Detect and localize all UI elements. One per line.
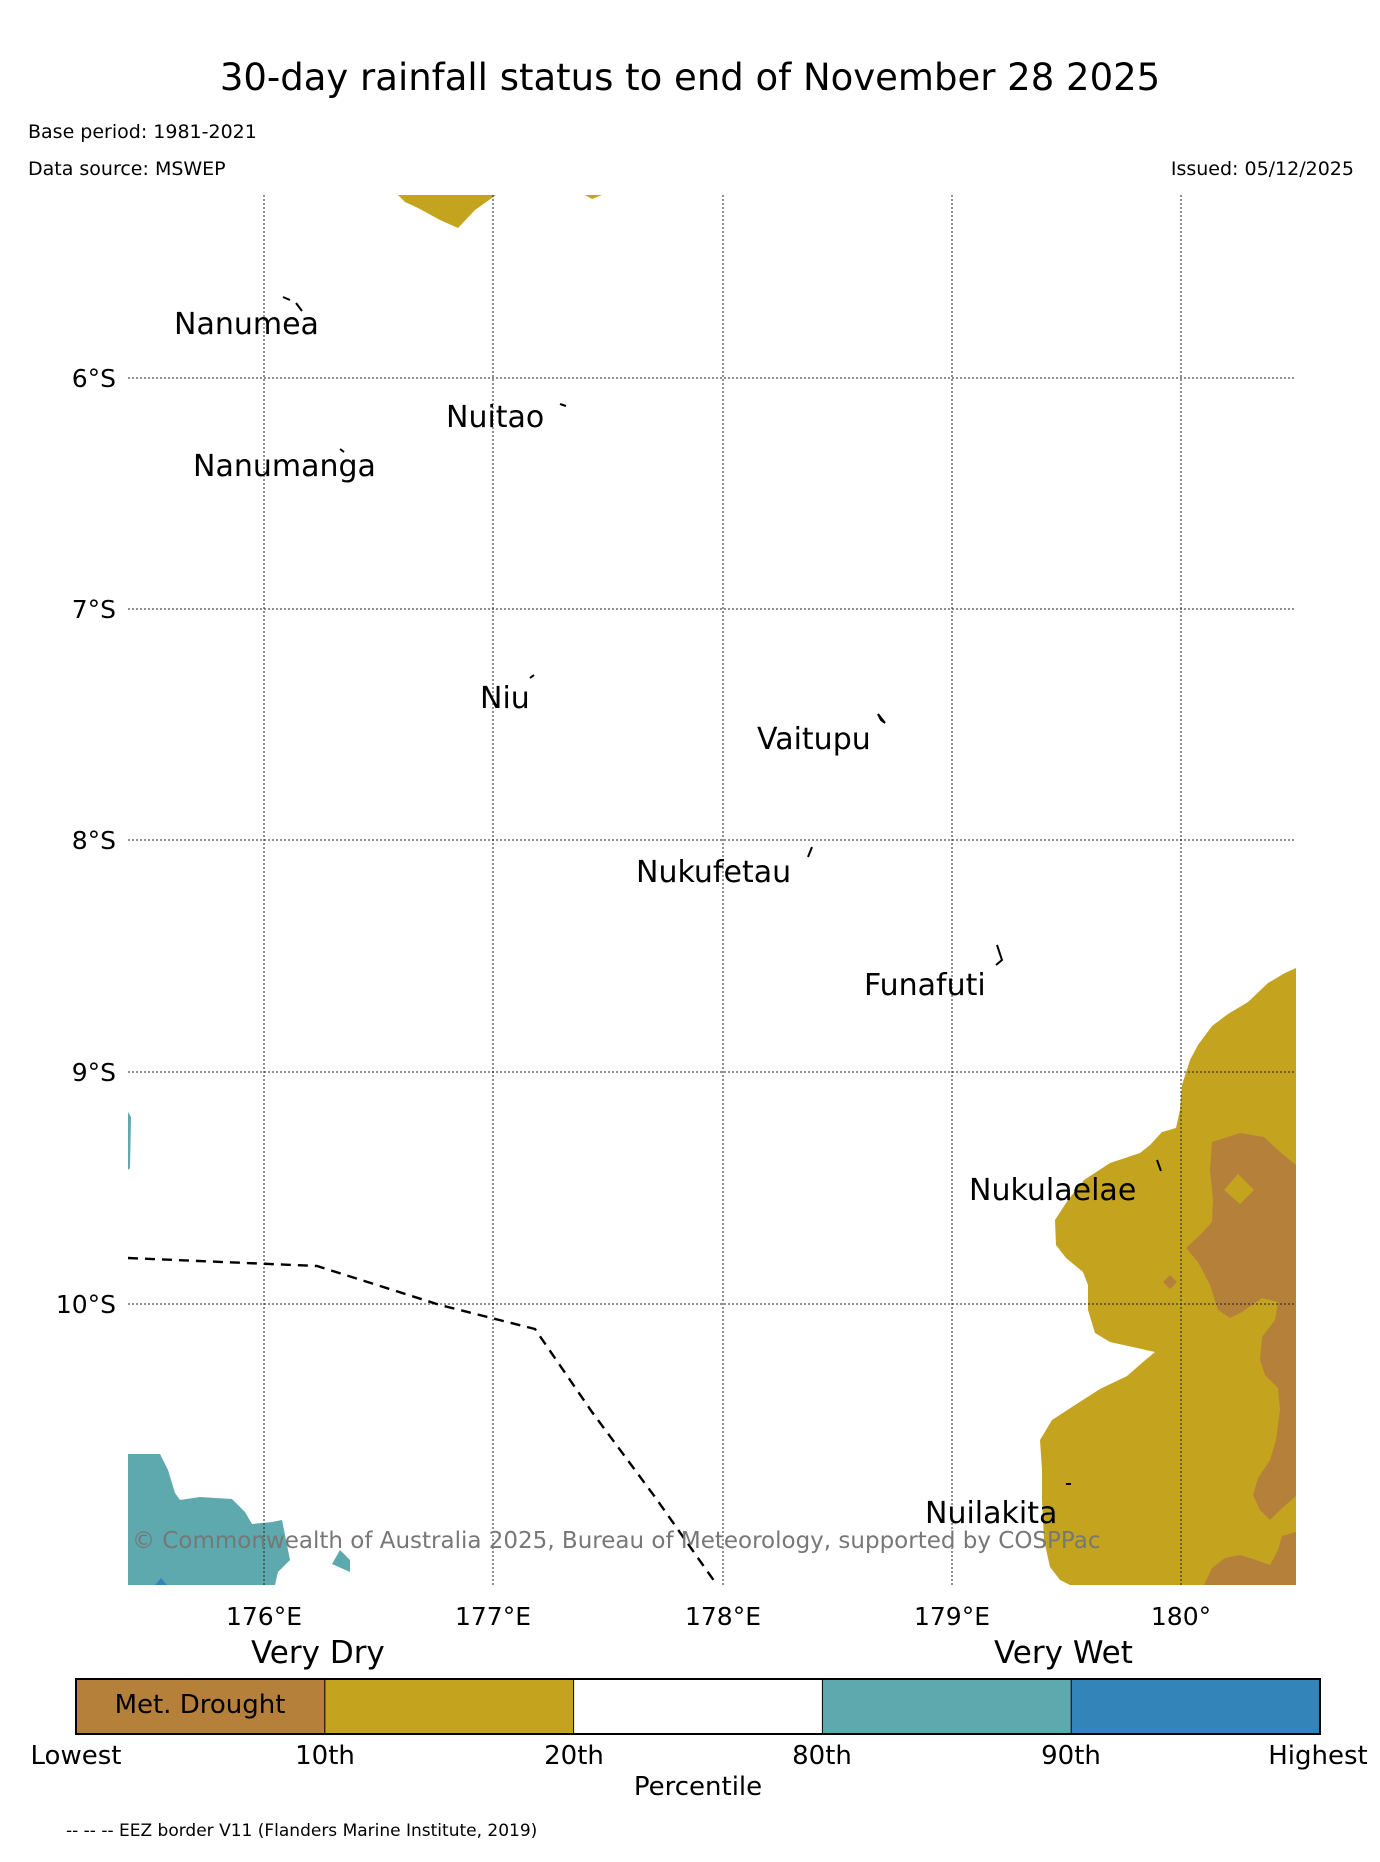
dry-region-top-small xyxy=(585,195,602,199)
wet-region-southwest xyxy=(128,1454,290,1585)
drought-spot-small xyxy=(1163,1275,1177,1289)
colorbar-segment-very-dry xyxy=(324,1679,574,1734)
copyright-credit: © Commonwealth of Australia 2025, Bureau… xyxy=(132,1528,1101,1554)
lon-label-178e: 178°E xyxy=(684,1602,761,1631)
island-shapes xyxy=(282,296,1162,1485)
page-title: 30-day rainfall status to end of Novembe… xyxy=(219,56,1161,99)
lon-label-176e: 176°E xyxy=(225,1602,302,1631)
base-period: Base period: 1981-2021 xyxy=(28,121,257,143)
colorbar-segment-wet xyxy=(822,1679,1072,1734)
lon-label-177e: 177°E xyxy=(454,1602,531,1631)
nukufetau-island-shape xyxy=(807,846,813,858)
issued-date: Issued: 05/12/2025 xyxy=(1170,158,1354,180)
island-label-nanumea: Nanumea xyxy=(174,307,319,342)
rainfall-fields xyxy=(128,195,1296,1585)
colorbar-segment-very-wet xyxy=(1071,1679,1320,1734)
lat-label-9s: 9°S xyxy=(71,1058,116,1087)
wet-spot-small xyxy=(332,1550,350,1572)
colorbar-outline xyxy=(75,1678,1321,1735)
colorbar-segment-normal xyxy=(573,1679,823,1734)
lon-label-179e: 179°E xyxy=(913,1602,990,1631)
colorbar-heading-very-wet: Very Wet xyxy=(994,1635,1133,1671)
nanumanga-island-shape xyxy=(339,448,345,453)
very-wet-spot xyxy=(155,1578,167,1585)
nukulaelae-island-shape xyxy=(1156,1159,1162,1172)
island-label-funafuti: Funafuti xyxy=(864,968,986,1003)
island-label-nanumanga: Nanumanga xyxy=(193,449,376,484)
island-label-niu: Niu xyxy=(480,681,530,716)
wet-region-left-edge xyxy=(128,1112,131,1170)
eez-border-note: -- -- -- EEZ border V11 (Flanders Marine… xyxy=(66,1821,538,1841)
drought-region-southeast xyxy=(1186,1133,1296,1520)
colorbar-tick-lowest: Lowest xyxy=(30,1741,122,1771)
dry-spot-inner xyxy=(1224,1174,1254,1204)
dry-region-southeast xyxy=(1040,968,1296,1585)
colorbar-tick-90th: 90th xyxy=(1041,1741,1101,1771)
dry-region-top xyxy=(398,195,496,228)
lat-label-7s: 7°S xyxy=(71,595,116,624)
colorbar-heading-very-dry: Very Dry xyxy=(251,1635,385,1671)
lat-label-6s: 6°S xyxy=(71,364,116,393)
colorbar-tick-80th: 80th xyxy=(792,1741,852,1771)
island-label-vaitupu: Vaitupu xyxy=(757,722,871,757)
vaitupu-island-shape xyxy=(877,713,886,724)
eez-border xyxy=(127,1256,718,1586)
data-source: Data source: MSWEP xyxy=(28,158,226,180)
colorbar xyxy=(75,1678,1321,1735)
colorbar-tick-10th: 10th xyxy=(295,1741,355,1771)
island-label-nukulaelae: Nukulaelae xyxy=(969,1173,1137,1208)
lat-label-10s: 10°S xyxy=(55,1290,116,1319)
niu-island-shape xyxy=(529,674,535,679)
nuitao-island-shape xyxy=(559,403,567,407)
island-label-nuitao: Nuitao xyxy=(446,400,545,435)
island-label-nuilakita: Nuilakita xyxy=(925,1496,1058,1531)
lon-label-180: 180° xyxy=(1150,1602,1212,1631)
graticule xyxy=(128,195,1296,1585)
colorbar-drought-label: Met. Drought xyxy=(114,1690,286,1720)
nanumea-island-shape xyxy=(282,296,303,312)
island-label-nukufetau: Nukufetau xyxy=(636,855,792,890)
colorbar-tick-highest: Highest xyxy=(1268,1741,1368,1771)
colorbar-tick-20th: 20th xyxy=(544,1741,604,1771)
lat-label-8s: 8°S xyxy=(71,826,116,855)
funafuti-island-shape xyxy=(995,944,1004,966)
colorbar-axis-label: Percentile xyxy=(633,1772,763,1802)
colorbar-segment-drought xyxy=(76,1679,325,1734)
drought-region-bottom xyxy=(1204,1532,1296,1585)
